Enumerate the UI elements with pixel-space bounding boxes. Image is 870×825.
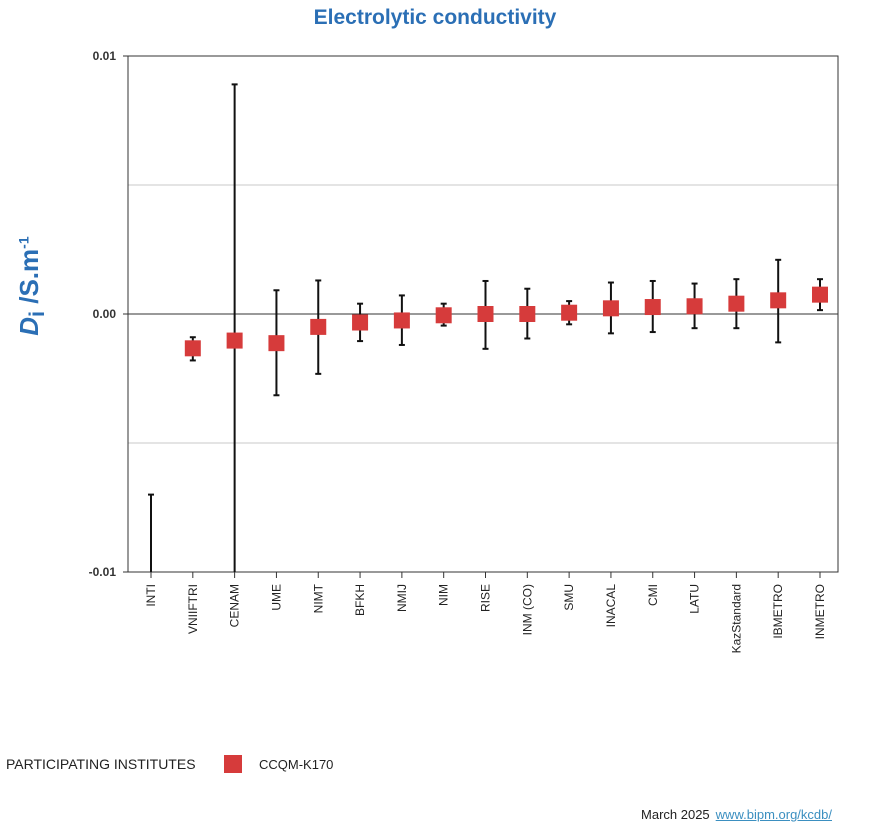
legend-marker	[224, 755, 242, 773]
data-point	[602, 300, 619, 317]
y-tick-label: 0.00	[93, 307, 117, 321]
data-point	[435, 307, 452, 324]
x-tick-label: RISE	[479, 584, 493, 612]
data-point	[393, 312, 410, 329]
legend-heading: PARTICIPATING INSTITUTES	[6, 756, 196, 772]
data-point	[477, 306, 494, 322]
y-tick-label: -0.01	[89, 565, 117, 579]
x-tick-label: VNIIFTRI	[186, 584, 200, 634]
data-point	[184, 340, 201, 357]
data-point	[352, 314, 369, 331]
data-point	[561, 304, 578, 321]
data-point	[519, 306, 536, 322]
x-tick-label: UME	[269, 584, 283, 611]
data-point	[728, 295, 745, 312]
data-point	[812, 286, 828, 303]
x-tick-label: CMI	[646, 584, 660, 606]
footer-date: March 2025	[641, 807, 710, 822]
x-tick-label: INMETRO	[813, 584, 827, 639]
y-tick-label: 0.01	[93, 49, 117, 63]
x-tick-label: NIMT	[311, 583, 325, 613]
data-point	[644, 299, 661, 316]
x-tick-label: CENAM	[228, 584, 242, 627]
legend-label: CCQM-K170	[259, 757, 334, 772]
x-tick-label: NIM	[437, 584, 451, 606]
data-point	[770, 292, 787, 309]
x-tick-label: SMU	[562, 584, 576, 611]
data-point	[268, 335, 285, 352]
data-point	[686, 298, 703, 315]
x-tick-label: BFKH	[353, 584, 367, 616]
x-tick-label: IBMETRO	[771, 584, 785, 639]
x-tick-label: KazStandard	[729, 584, 743, 653]
x-tick-label: NMIJ	[395, 584, 409, 612]
x-tick-label: INM (CO)	[520, 584, 534, 635]
x-tick-label: LATU	[688, 584, 702, 614]
data-point	[226, 332, 243, 349]
x-tick-label: INACAL	[604, 584, 618, 628]
data-point	[310, 318, 327, 335]
footer-link[interactable]: www.bipm.org/kcdb/	[715, 807, 832, 822]
chart-plot: 0.01 0.00 -0.01 INTI VNIIFTRI CENAM UME NIMT BFK…	[89, 49, 839, 653]
x-tick-label: INTI	[144, 584, 158, 607]
chart-title: Electrolytic conductivity	[313, 6, 557, 29]
footer: March 2025 www.bipm.org/kcdb/	[641, 807, 832, 822]
